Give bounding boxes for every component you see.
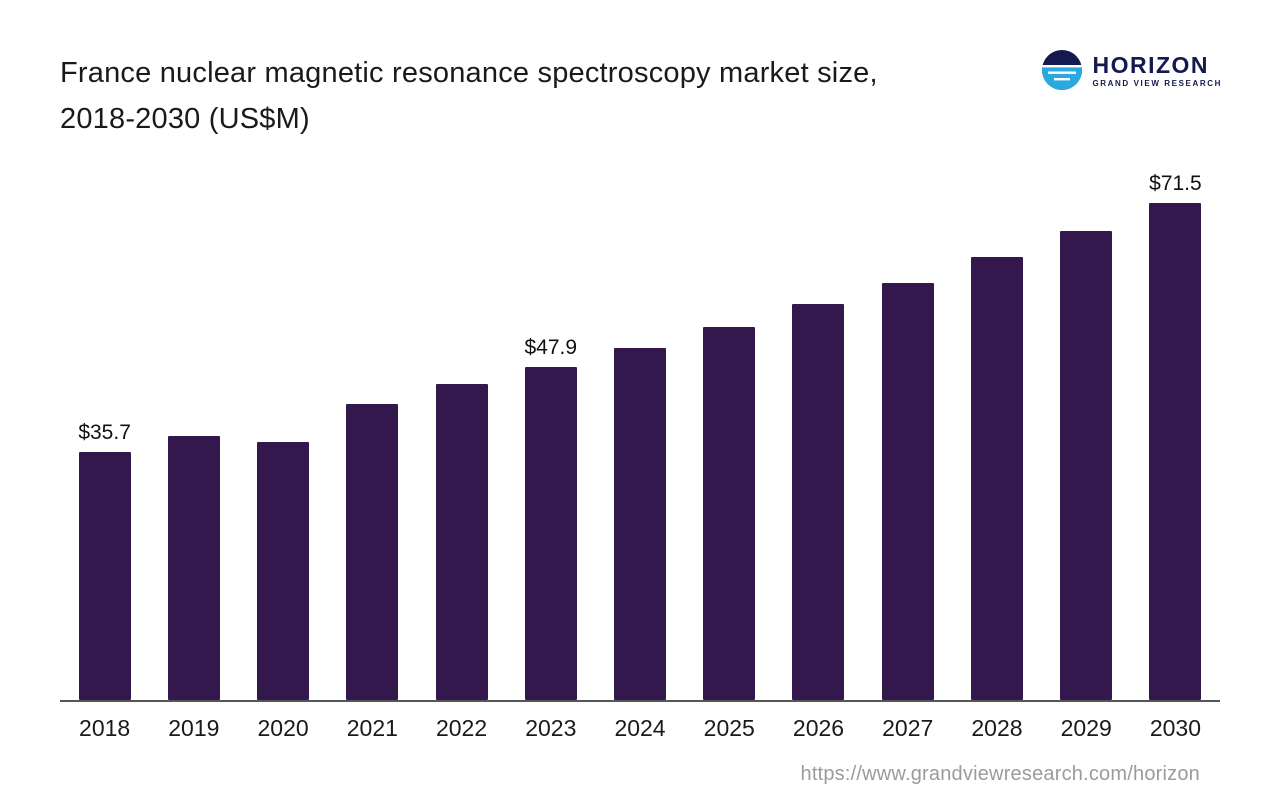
plot-area: $35.7 $47.9 $71.5 xyxy=(60,165,1220,700)
bar xyxy=(78,452,131,700)
x-axis-label: 2030 xyxy=(1149,715,1202,741)
page-title-line2: 2018-2030 (US$M) xyxy=(60,103,310,135)
x-axis-label: 2027 xyxy=(882,715,934,741)
bar-column xyxy=(149,436,238,700)
bar-column: $35.7 xyxy=(60,421,149,700)
bar xyxy=(346,404,399,700)
bar-column xyxy=(595,348,684,700)
bar xyxy=(1149,203,1202,700)
bar-chart: $35.7 $47.9 $71.5 2018 2019 2020 2021 2022 2023… xyxy=(60,165,1220,742)
horizon-logo-icon xyxy=(1042,50,1083,90)
bar-column xyxy=(952,257,1041,700)
bar-column: $71.5 xyxy=(1131,172,1220,700)
x-axis-label: 2019 xyxy=(168,715,220,741)
bar xyxy=(524,367,577,700)
bar xyxy=(703,327,756,700)
bar xyxy=(1060,231,1113,700)
bar xyxy=(167,436,220,700)
bar-column xyxy=(863,283,952,700)
x-axis: 2018 2019 2020 2021 2022 2023 2024 2025 2026 2027… xyxy=(60,700,1220,742)
bar xyxy=(435,384,488,700)
bar-column: $47.9 xyxy=(506,336,595,700)
logo-subtitle: GRAND VIEW RESEARCH xyxy=(1092,78,1222,88)
bar xyxy=(792,304,845,700)
x-axis-label: 2026 xyxy=(792,715,845,741)
bar-value-label: $35.7 xyxy=(78,421,131,444)
x-axis-label: 2021 xyxy=(346,715,398,741)
bar-column xyxy=(685,327,774,700)
x-axis-label: 2020 xyxy=(257,715,309,741)
x-axis-label: 2024 xyxy=(614,715,666,741)
bar xyxy=(614,348,667,700)
x-axis-label: 2023 xyxy=(525,715,577,741)
page-title-line1: France nuclear magnetic resonance spectr… xyxy=(60,57,878,89)
x-axis-label: 2022 xyxy=(435,715,488,741)
bar-value-label: $71.5 xyxy=(1149,172,1202,195)
horizon-logo: HORIZON GRAND VIEW RESEARCH xyxy=(1042,50,1222,90)
bar xyxy=(970,257,1023,700)
logo-name: HORIZON xyxy=(1092,51,1210,78)
horizon-logo-text: HORIZON GRAND VIEW RESEARCH xyxy=(1092,53,1222,88)
source-url: https://www.grandviewresearch.com/horizo… xyxy=(800,763,1200,785)
bar xyxy=(257,442,310,700)
bar-column xyxy=(417,384,506,700)
bar-column xyxy=(328,404,417,700)
page-title: France nuclear magnetic resonance spectr… xyxy=(60,50,878,142)
x-axis-label: 2018 xyxy=(79,715,131,741)
x-axis-label: 2029 xyxy=(1060,715,1112,741)
bar-value-label: $47.9 xyxy=(524,336,578,359)
bar-column xyxy=(1042,231,1131,700)
bar-column xyxy=(774,304,863,700)
x-axis-label: 2025 xyxy=(703,715,755,741)
bar-column xyxy=(238,442,327,700)
x-axis-label: 2028 xyxy=(971,715,1023,741)
bar xyxy=(881,283,934,700)
